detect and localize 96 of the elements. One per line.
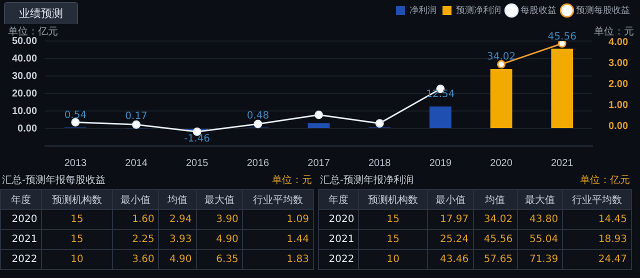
category-label: 最大值 (196, 190, 243, 210)
y2-tick-label: 3.00 (608, 58, 628, 69)
text: 2021 (12, 234, 38, 245)
text: 43.80 (529, 214, 558, 225)
y2-tick-label: 2.00 (608, 78, 628, 90)
point (71, 118, 80, 127)
bar (308, 123, 330, 128)
text: 1.44 (286, 234, 309, 245)
text: 25.24 (440, 234, 469, 245)
category-label: 最小值 (428, 190, 474, 210)
point (254, 120, 262, 128)
category-label: 均值 (158, 190, 196, 210)
text: 15 (70, 234, 84, 245)
point (558, 41, 566, 48)
x-tick-label: 2013 (64, 158, 87, 169)
data-label: 34.02 (486, 52, 516, 63)
text: 45.56 (484, 234, 513, 245)
text: 4.90 (170, 254, 192, 265)
text: 汇总-预测年报净利润 (320, 174, 414, 188)
y2-tick-label: 0.00 (608, 120, 628, 132)
y-tick-label: 10.00 (12, 106, 38, 117)
x-tick-label: 2014 (125, 158, 148, 169)
point (132, 120, 141, 129)
text: 2.94 (170, 214, 192, 225)
text: 3.93 (170, 234, 192, 245)
text: 15 (70, 214, 84, 225)
chart-title: 业绩预测 (4, 2, 78, 24)
category-label: 年度 (318, 190, 359, 210)
text: 3.90 (216, 214, 238, 225)
x-tick-label: 2018 (368, 158, 392, 169)
data-label: 0.17 (125, 110, 148, 122)
legend-label: 净利润 (410, 4, 436, 15)
text: 10 (386, 254, 400, 265)
text: 4.90 (216, 234, 238, 245)
text: 2022 (328, 254, 354, 265)
y2-tick-label: 4.00 (608, 36, 628, 48)
text: 10 (70, 254, 84, 265)
bar (551, 48, 574, 128)
text: 3.60 (132, 254, 154, 265)
text: 单位：亿元 (580, 174, 630, 188)
data-label: 0.48 (246, 110, 270, 122)
text: 2020 (328, 214, 354, 225)
category-label: 行业平均数 (562, 190, 632, 210)
text: 1.60 (132, 214, 154, 225)
data-label: 45.56 (548, 31, 576, 42)
text: 2.25 (132, 234, 154, 245)
category-label: 均值 (473, 190, 518, 210)
point (375, 119, 384, 128)
y-tick-label: 30.00 (12, 70, 38, 82)
category-label: 预测机构数 (358, 190, 428, 210)
text: 15 (386, 214, 400, 225)
x-tick-label: 2019 (429, 158, 452, 169)
y2-axis-title: 单位：元 (594, 26, 634, 38)
x-tick-label: 2021 (550, 158, 574, 169)
legend-label: 预测净利润 (456, 4, 501, 15)
y-tick-label: 40.00 (12, 53, 38, 64)
y-tick-label: 0.00 (18, 123, 38, 134)
point (497, 60, 506, 69)
text: 2022 (12, 254, 38, 265)
text: 43.46 (440, 254, 469, 265)
category-label: 最小值 (112, 190, 159, 210)
text: 71.39 (529, 254, 558, 265)
text: 2021 (328, 234, 354, 245)
data-label: -1.46 (184, 134, 210, 145)
text: 17.97 (440, 214, 469, 225)
text: 单位：元 (272, 174, 312, 188)
y-tick-label: 50.00 (12, 36, 38, 47)
x-tick-label: 2020 (490, 158, 513, 169)
text: 24.47 (598, 254, 627, 265)
text: 1.09 (286, 214, 309, 225)
text: 15 (386, 234, 400, 245)
legend-label: 每股收益 (520, 4, 556, 15)
point (314, 110, 324, 120)
category-label: 预测机构数 (42, 190, 112, 210)
bar (430, 106, 452, 128)
x-tick-label: 2016 (246, 158, 270, 169)
category-label: 行业平均数 (242, 190, 314, 210)
text: 6.35 (216, 254, 238, 265)
category-label: 最大值 (517, 190, 563, 210)
text: 汇总-预测年报每股收益 (2, 174, 106, 188)
category-label: 年度 (0, 190, 42, 210)
legend-label: 预测每股收益 (576, 4, 630, 15)
text: 2020 (12, 214, 38, 225)
y-tick-label: 20.00 (12, 88, 38, 100)
x-tick-label: 2017 (308, 158, 330, 169)
data-label: 0.54 (64, 110, 87, 122)
y2-tick-label: 1.00 (608, 100, 628, 111)
text: 55.04 (529, 234, 558, 245)
text: 14.45 (598, 214, 627, 225)
bar (490, 68, 512, 128)
text: 18.93 (598, 234, 627, 245)
x-tick-label: 2015 (186, 158, 209, 169)
text: 34.02 (484, 214, 513, 225)
y-axis-title: 单位：亿元 (8, 26, 58, 38)
text: 1.83 (286, 254, 309, 265)
text: 57.65 (484, 254, 513, 265)
